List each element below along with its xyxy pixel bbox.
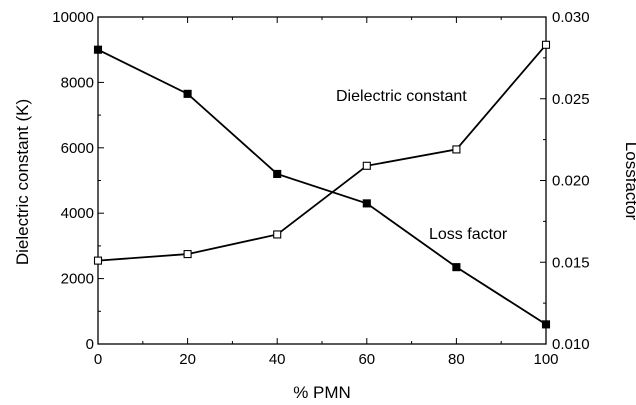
loss-factor-point	[362, 199, 371, 208]
markers	[93, 40, 551, 329]
loss-factor-point	[273, 169, 282, 179]
loss-factor-point	[452, 263, 461, 272]
y-left-tick-label: 10000	[52, 9, 94, 26]
loss-factor-point	[541, 320, 551, 329]
y-right-tick-label: 0.015	[552, 254, 590, 271]
x-tick-label: 100	[533, 351, 558, 368]
y-left-tick-label: 0	[86, 336, 94, 353]
y-axis-left-label: Dielectric constant (K)	[13, 99, 32, 265]
x-axis-label: % PMN	[293, 383, 351, 402]
x-tick-label: 80	[448, 351, 465, 368]
loss-factor-line	[97, 48, 547, 326]
y-right-tick-label: 0.030	[552, 9, 590, 26]
loss-factor-point	[93, 45, 103, 54]
series-lines	[97, 44, 547, 326]
y-right-tick-label: 0.020	[552, 173, 590, 190]
dielectric-constant-point	[541, 40, 551, 49]
dielectric-constant-line	[97, 44, 547, 262]
axes	[97, 16, 547, 345]
dielectric-constant-point	[452, 145, 461, 154]
x-tick-label: 0	[94, 351, 102, 368]
y-right-tick-label: 0.025	[552, 91, 590, 108]
ticks: 0 20 40 60 80 100 0 2000 4000 6000 8000 10000 0.010 0…	[52, 9, 589, 368]
y-axis-right-label: Lossfactor	[622, 142, 636, 221]
y-left-tick-label: 2000	[61, 271, 94, 288]
loss-factor-point	[183, 89, 192, 98]
y-left-tick-label: 4000	[61, 205, 94, 222]
dielectric-constant-point	[183, 250, 192, 259]
series-annotation-loss: Loss factor	[429, 226, 508, 243]
x-tick-label: 60	[358, 351, 375, 368]
dielectric-constant-point	[93, 256, 103, 265]
y-left-tick-label: 8000	[61, 74, 94, 91]
plot-frame	[97, 16, 547, 345]
y-left-tick-label: 6000	[61, 140, 94, 157]
dielectric-constant-point	[273, 230, 282, 239]
x-tick-label: 40	[269, 351, 286, 368]
x-tick-label: 20	[179, 351, 196, 368]
series-annotation-dielectric: Dielectric constant	[336, 88, 467, 105]
dielectric-constant-point	[362, 161, 371, 170]
y-right-tick-label: 0.010	[552, 336, 590, 353]
